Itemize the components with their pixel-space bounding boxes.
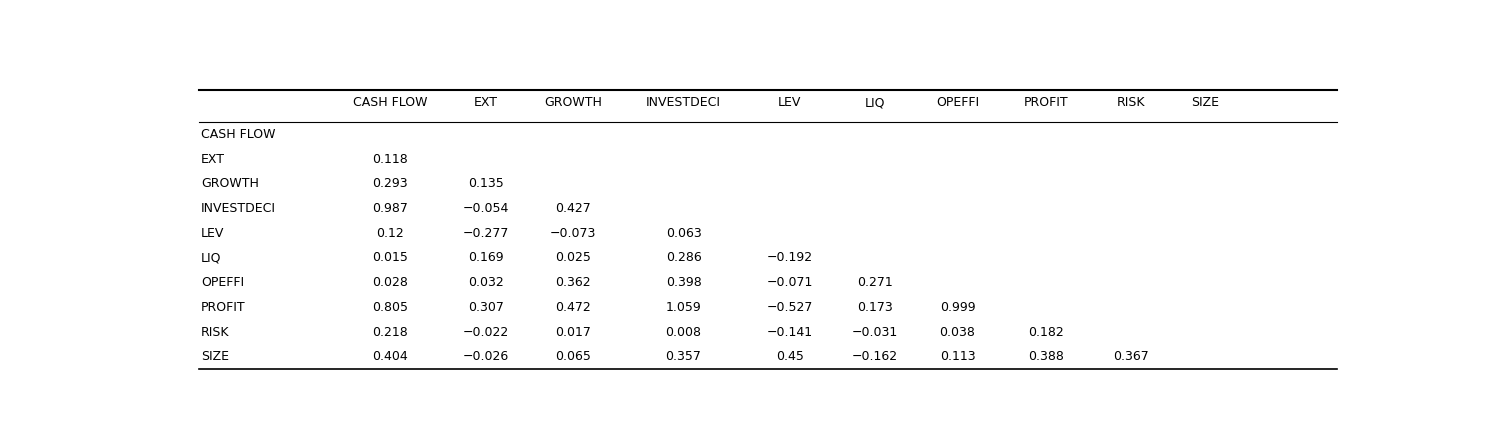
Text: 0.028: 0.028 xyxy=(373,276,409,289)
Text: 0.987: 0.987 xyxy=(373,202,409,215)
Text: 0.113: 0.113 xyxy=(939,350,975,363)
Text: 0.118: 0.118 xyxy=(373,153,409,166)
Text: 1.059: 1.059 xyxy=(665,301,701,314)
Text: 0.065: 0.065 xyxy=(556,350,592,363)
Text: 0.135: 0.135 xyxy=(469,177,503,190)
Text: 0.286: 0.286 xyxy=(665,252,701,265)
Text: 0.999: 0.999 xyxy=(939,301,975,314)
Text: −0.527: −0.527 xyxy=(767,301,813,314)
Text: 0.063: 0.063 xyxy=(665,227,701,240)
Text: CASH FLOW: CASH FLOW xyxy=(354,96,427,109)
Text: 0.362: 0.362 xyxy=(556,276,592,289)
Text: 0.218: 0.218 xyxy=(373,325,409,338)
Text: 0.472: 0.472 xyxy=(556,301,592,314)
Text: SIZE: SIZE xyxy=(201,350,229,363)
Text: 0.427: 0.427 xyxy=(556,202,592,215)
Text: PROFIT: PROFIT xyxy=(1025,96,1068,109)
Text: 0.398: 0.398 xyxy=(665,276,701,289)
Text: EXT: EXT xyxy=(475,96,499,109)
Text: EXT: EXT xyxy=(201,153,225,166)
Text: 0.182: 0.182 xyxy=(1029,325,1064,338)
Text: 0.173: 0.173 xyxy=(857,301,893,314)
Text: OPEFFI: OPEFFI xyxy=(201,276,244,289)
Text: PROFIT: PROFIT xyxy=(201,301,246,314)
Text: −0.277: −0.277 xyxy=(463,227,509,240)
Text: 0.293: 0.293 xyxy=(373,177,409,190)
Text: RISK: RISK xyxy=(201,325,229,338)
Text: 0.008: 0.008 xyxy=(665,325,701,338)
Text: 0.45: 0.45 xyxy=(776,350,804,363)
Text: 0.017: 0.017 xyxy=(556,325,592,338)
Text: −0.162: −0.162 xyxy=(851,350,897,363)
Text: 0.169: 0.169 xyxy=(469,252,503,265)
Text: −0.026: −0.026 xyxy=(463,350,509,363)
Text: GROWTH: GROWTH xyxy=(201,177,259,190)
Text: LEV: LEV xyxy=(777,96,801,109)
Text: 0.367: 0.367 xyxy=(1113,350,1149,363)
Text: 0.015: 0.015 xyxy=(373,252,409,265)
Text: −0.141: −0.141 xyxy=(767,325,813,338)
Text: −0.073: −0.073 xyxy=(550,227,596,240)
Text: −0.192: −0.192 xyxy=(767,252,813,265)
Text: −0.031: −0.031 xyxy=(851,325,897,338)
Text: LIQ: LIQ xyxy=(864,96,885,109)
Text: 0.388: 0.388 xyxy=(1029,350,1064,363)
Text: 0.357: 0.357 xyxy=(665,350,701,363)
Text: LEV: LEV xyxy=(201,227,225,240)
Text: LIQ: LIQ xyxy=(201,252,222,265)
Text: INVESTDECI: INVESTDECI xyxy=(646,96,721,109)
Text: INVESTDECI: INVESTDECI xyxy=(201,202,276,215)
Text: −0.071: −0.071 xyxy=(767,276,813,289)
Text: −0.022: −0.022 xyxy=(463,325,509,338)
Text: 0.271: 0.271 xyxy=(857,276,893,289)
Text: 0.805: 0.805 xyxy=(373,301,409,314)
Text: SIZE: SIZE xyxy=(1191,96,1219,109)
Text: CASH FLOW: CASH FLOW xyxy=(201,128,276,141)
Text: −0.054: −0.054 xyxy=(463,202,509,215)
Text: RISK: RISK xyxy=(1118,96,1146,109)
Text: 0.307: 0.307 xyxy=(469,301,505,314)
Text: 0.038: 0.038 xyxy=(939,325,975,338)
Text: 0.404: 0.404 xyxy=(373,350,409,363)
Text: GROWTH: GROWTH xyxy=(544,96,602,109)
Text: 0.12: 0.12 xyxy=(376,227,404,240)
Text: 0.032: 0.032 xyxy=(469,276,503,289)
Text: 0.025: 0.025 xyxy=(556,252,592,265)
Text: OPEFFI: OPEFFI xyxy=(936,96,980,109)
